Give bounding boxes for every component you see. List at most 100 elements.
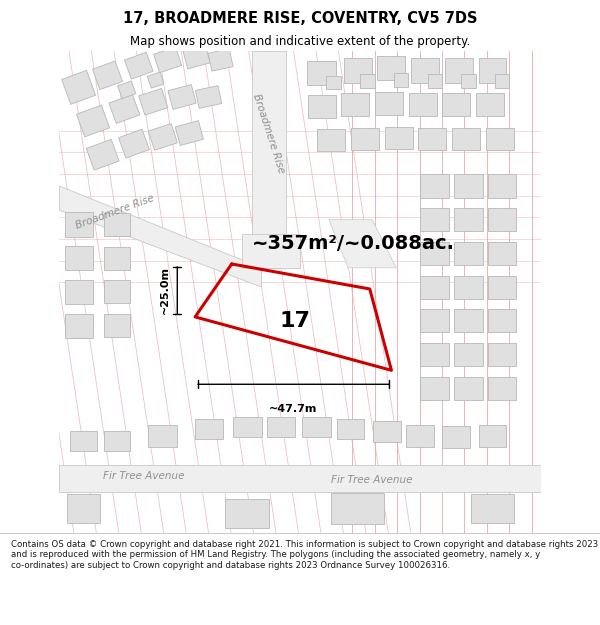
Text: ~357m²/~0.088ac.: ~357m²/~0.088ac. bbox=[252, 234, 455, 253]
Text: 17: 17 bbox=[280, 311, 311, 331]
Bar bbox=[454, 309, 483, 332]
Bar bbox=[341, 92, 370, 116]
Text: Broadmere Rise: Broadmere Rise bbox=[251, 92, 286, 174]
Bar bbox=[488, 174, 516, 198]
Bar bbox=[154, 48, 182, 72]
Bar bbox=[307, 61, 336, 85]
Bar bbox=[104, 314, 130, 337]
Bar bbox=[454, 276, 483, 299]
Bar bbox=[175, 121, 203, 146]
Bar bbox=[406, 426, 434, 447]
Bar bbox=[196, 86, 222, 108]
Text: Map shows position and indicative extent of the property.: Map shows position and indicative extent… bbox=[130, 35, 470, 48]
Bar bbox=[375, 92, 403, 115]
Bar bbox=[488, 276, 516, 299]
Text: 17, BROADMERE RISE, COVENTRY, CV5 7DS: 17, BROADMERE RISE, COVENTRY, CV5 7DS bbox=[123, 11, 477, 26]
Bar bbox=[428, 74, 442, 88]
Bar bbox=[194, 419, 223, 439]
Bar bbox=[421, 174, 449, 198]
Bar bbox=[394, 73, 408, 87]
Bar bbox=[317, 129, 345, 151]
Bar bbox=[454, 208, 483, 231]
Bar bbox=[233, 416, 262, 437]
Bar bbox=[442, 426, 470, 448]
Text: ~47.7m: ~47.7m bbox=[269, 404, 317, 414]
Bar bbox=[454, 377, 483, 399]
Bar bbox=[488, 343, 516, 366]
Bar bbox=[109, 94, 140, 124]
Bar bbox=[65, 314, 92, 338]
Bar bbox=[421, 242, 449, 265]
Bar bbox=[421, 208, 449, 231]
Bar bbox=[124, 52, 153, 79]
Bar bbox=[147, 72, 164, 88]
Bar bbox=[86, 139, 119, 170]
Bar bbox=[360, 74, 374, 88]
Bar bbox=[302, 416, 331, 437]
Bar bbox=[148, 124, 178, 150]
Bar bbox=[479, 59, 506, 82]
Polygon shape bbox=[329, 219, 396, 268]
Text: Fir Tree Avenue: Fir Tree Avenue bbox=[103, 471, 184, 481]
Bar bbox=[104, 213, 130, 236]
Bar bbox=[385, 127, 413, 149]
Bar bbox=[452, 128, 480, 149]
Bar bbox=[377, 56, 406, 80]
Bar bbox=[421, 276, 449, 299]
Bar bbox=[337, 419, 364, 439]
Bar bbox=[445, 59, 473, 82]
Bar bbox=[104, 281, 130, 303]
Bar bbox=[495, 74, 509, 88]
Bar bbox=[344, 59, 372, 82]
Bar bbox=[70, 431, 97, 451]
Bar bbox=[168, 84, 196, 109]
Bar bbox=[267, 416, 295, 437]
Polygon shape bbox=[59, 465, 541, 492]
Bar bbox=[148, 426, 177, 447]
Bar bbox=[208, 49, 233, 71]
Bar bbox=[139, 89, 168, 115]
Bar bbox=[373, 421, 401, 442]
Bar bbox=[104, 431, 130, 451]
Bar bbox=[488, 309, 516, 332]
Polygon shape bbox=[252, 51, 286, 268]
Bar bbox=[92, 61, 122, 89]
Bar bbox=[119, 129, 149, 158]
Bar bbox=[454, 343, 483, 366]
Bar bbox=[461, 74, 476, 88]
Text: ~25.0m: ~25.0m bbox=[160, 266, 170, 314]
Bar bbox=[488, 208, 516, 231]
Polygon shape bbox=[242, 234, 300, 268]
Bar bbox=[409, 92, 437, 116]
Bar bbox=[471, 494, 514, 523]
Bar bbox=[442, 92, 470, 116]
Bar bbox=[77, 105, 110, 137]
Bar bbox=[418, 128, 446, 149]
Bar bbox=[421, 377, 449, 399]
Text: Fir Tree Avenue: Fir Tree Avenue bbox=[331, 474, 413, 484]
Bar bbox=[226, 499, 269, 528]
Text: Broadmere Rise: Broadmere Rise bbox=[74, 194, 155, 231]
Polygon shape bbox=[59, 186, 262, 287]
Bar bbox=[454, 174, 483, 198]
Bar bbox=[454, 242, 483, 265]
Bar bbox=[65, 246, 92, 270]
Bar bbox=[488, 242, 516, 265]
Bar bbox=[326, 76, 341, 89]
Bar bbox=[308, 95, 335, 118]
Bar bbox=[62, 71, 95, 104]
Bar bbox=[411, 59, 439, 82]
Text: Contains OS data © Crown copyright and database right 2021. This information is : Contains OS data © Crown copyright and d… bbox=[11, 540, 598, 570]
Bar bbox=[479, 426, 506, 447]
Bar bbox=[486, 128, 514, 149]
Bar bbox=[65, 213, 92, 236]
Bar bbox=[351, 128, 379, 149]
Bar bbox=[421, 343, 449, 366]
Bar bbox=[476, 92, 504, 116]
Bar bbox=[183, 45, 210, 69]
Bar bbox=[331, 492, 384, 524]
Bar bbox=[104, 247, 130, 270]
Bar bbox=[67, 494, 100, 523]
Bar bbox=[118, 81, 136, 99]
Bar bbox=[65, 280, 92, 304]
